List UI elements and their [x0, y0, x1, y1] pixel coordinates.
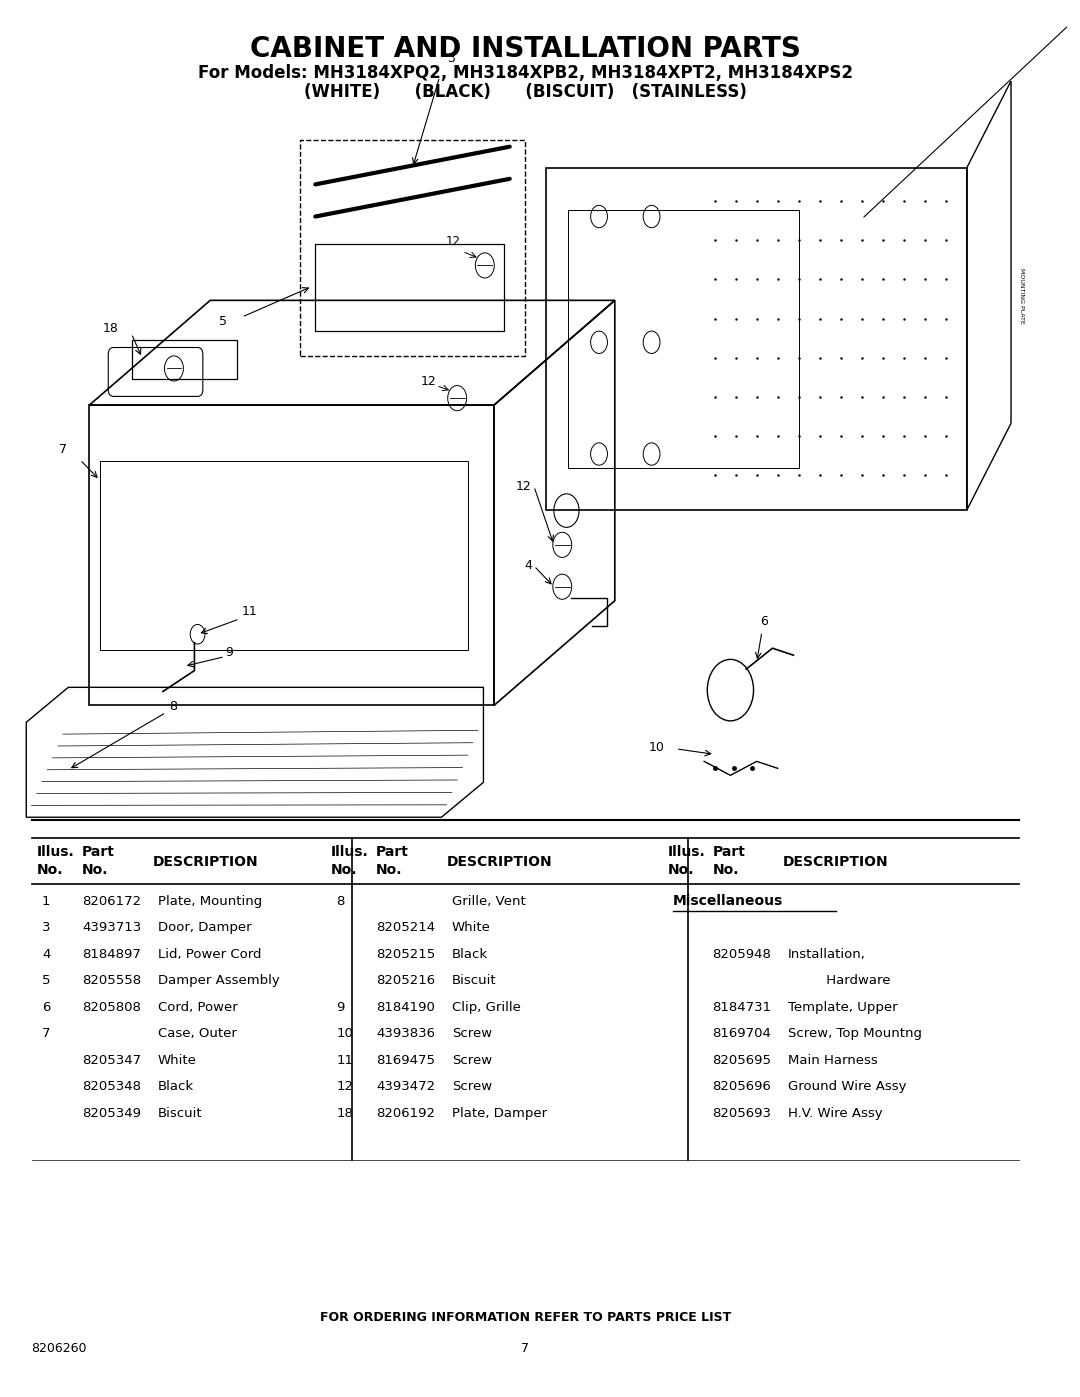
- Text: 8205558: 8205558: [82, 974, 141, 988]
- Text: 4: 4: [42, 947, 51, 961]
- Text: DESCRIPTION: DESCRIPTION: [447, 855, 552, 869]
- Text: 9: 9: [336, 1000, 345, 1014]
- Text: Part: Part: [713, 845, 745, 859]
- Text: 4393472: 4393472: [376, 1080, 435, 1094]
- Text: 6: 6: [42, 1000, 51, 1014]
- Text: CABINET AND INSTALLATION PARTS: CABINET AND INSTALLATION PARTS: [251, 35, 801, 63]
- Text: Illus.: Illus.: [667, 845, 705, 859]
- Text: 4: 4: [524, 559, 531, 573]
- Bar: [132, 339, 237, 379]
- Text: Clip, Grille: Clip, Grille: [451, 1000, 521, 1014]
- Text: White: White: [158, 1053, 197, 1067]
- Text: 8205347: 8205347: [82, 1053, 141, 1067]
- Text: Screw, Top Mountng: Screw, Top Mountng: [788, 1027, 922, 1041]
- Text: Screw: Screw: [451, 1053, 492, 1067]
- Text: 12: 12: [421, 374, 436, 388]
- Text: No.: No.: [667, 863, 693, 877]
- Bar: [315, 244, 504, 331]
- Text: 8205695: 8205695: [713, 1053, 771, 1067]
- Text: Damper Assembly: Damper Assembly: [158, 974, 280, 988]
- Text: Biscuit: Biscuit: [451, 974, 497, 988]
- Text: 4393713: 4393713: [82, 921, 141, 935]
- Text: Screw: Screw: [451, 1027, 492, 1041]
- Text: For Models: MH3184XPQ2, MH3184XPB2, MH3184XPT2, MH3184XPS2: For Models: MH3184XPQ2, MH3184XPB2, MH31…: [198, 64, 853, 81]
- Text: 12: 12: [516, 479, 531, 493]
- Text: 11: 11: [241, 605, 257, 619]
- Text: 5: 5: [42, 974, 51, 988]
- Text: Plate, Mounting: Plate, Mounting: [158, 894, 261, 908]
- Text: 8205348: 8205348: [82, 1080, 141, 1094]
- Text: 8206192: 8206192: [376, 1106, 435, 1120]
- Text: 6: 6: [760, 615, 768, 629]
- Text: 7: 7: [42, 1027, 51, 1041]
- Text: Template, Upper: Template, Upper: [788, 1000, 897, 1014]
- Text: 1: 1: [42, 894, 51, 908]
- Text: DESCRIPTION: DESCRIPTION: [783, 855, 889, 869]
- Text: Part: Part: [376, 845, 409, 859]
- Text: 8: 8: [336, 894, 345, 908]
- Text: 1: 1: [1079, 7, 1080, 21]
- Text: Grille, Vent: Grille, Vent: [451, 894, 526, 908]
- Text: Cord, Power: Cord, Power: [158, 1000, 238, 1014]
- Text: Case, Outer: Case, Outer: [158, 1027, 237, 1041]
- Text: 3: 3: [447, 52, 455, 66]
- Text: 8205808: 8205808: [82, 1000, 140, 1014]
- Text: Main Harness: Main Harness: [788, 1053, 878, 1067]
- Text: MOUNTING PLATE: MOUNTING PLATE: [1020, 268, 1025, 323]
- Text: FOR ORDERING INFORMATION REFER TO PARTS PRICE LIST: FOR ORDERING INFORMATION REFER TO PARTS …: [320, 1310, 731, 1324]
- Text: H.V. Wire Assy: H.V. Wire Assy: [788, 1106, 882, 1120]
- Text: 8205693: 8205693: [713, 1106, 771, 1120]
- Text: 8205214: 8205214: [376, 921, 435, 935]
- Text: Ground Wire Assy: Ground Wire Assy: [788, 1080, 907, 1094]
- Text: 9: 9: [225, 645, 233, 659]
- Text: 3: 3: [42, 921, 51, 935]
- Text: 10: 10: [336, 1027, 353, 1041]
- Text: No.: No.: [376, 863, 403, 877]
- Text: Part: Part: [82, 845, 114, 859]
- Text: DESCRIPTION: DESCRIPTION: [152, 855, 258, 869]
- Text: No.: No.: [82, 863, 108, 877]
- Text: 8184731: 8184731: [713, 1000, 772, 1014]
- Text: 12: 12: [446, 235, 461, 249]
- Text: No.: No.: [37, 863, 64, 877]
- Text: 8169475: 8169475: [376, 1053, 435, 1067]
- Text: 11: 11: [336, 1053, 353, 1067]
- Text: Black: Black: [451, 947, 488, 961]
- Text: 12: 12: [336, 1080, 353, 1094]
- Text: Miscellaneous: Miscellaneous: [673, 894, 783, 908]
- Text: 7: 7: [522, 1341, 529, 1355]
- Text: Screw: Screw: [451, 1080, 492, 1094]
- Text: 8206260: 8206260: [31, 1341, 87, 1355]
- Text: Illus.: Illus.: [37, 845, 75, 859]
- Text: No.: No.: [332, 863, 357, 877]
- Text: (WHITE)      (BLACK)      (BISCUIT)   (STAINLESS): (WHITE) (BLACK) (BISCUIT) (STAINLESS): [305, 84, 747, 101]
- Text: 8205349: 8205349: [82, 1106, 141, 1120]
- Text: 18: 18: [103, 321, 119, 335]
- Text: 8205215: 8205215: [376, 947, 435, 961]
- Text: Black: Black: [158, 1080, 193, 1094]
- Text: 5: 5: [219, 314, 227, 328]
- Text: 8205948: 8205948: [713, 947, 771, 961]
- Text: 8205696: 8205696: [713, 1080, 771, 1094]
- Text: Biscuit: Biscuit: [158, 1106, 202, 1120]
- Text: Hardware: Hardware: [788, 974, 891, 988]
- Text: 18: 18: [336, 1106, 353, 1120]
- Text: 7: 7: [59, 443, 67, 457]
- Text: Illus.: Illus.: [332, 845, 368, 859]
- Text: No.: No.: [713, 863, 739, 877]
- Text: Lid, Power Cord: Lid, Power Cord: [158, 947, 261, 961]
- Text: 8184190: 8184190: [376, 1000, 435, 1014]
- Text: 8184897: 8184897: [82, 947, 140, 961]
- Text: White: White: [451, 921, 490, 935]
- Text: Door, Damper: Door, Damper: [158, 921, 252, 935]
- Text: 8: 8: [170, 700, 177, 714]
- Text: 4393836: 4393836: [376, 1027, 435, 1041]
- Bar: [567, 210, 799, 468]
- Text: 8206172: 8206172: [82, 894, 141, 908]
- Text: 8205216: 8205216: [376, 974, 435, 988]
- Text: 10: 10: [649, 740, 665, 754]
- Text: 8169704: 8169704: [713, 1027, 771, 1041]
- Text: Plate, Damper: Plate, Damper: [451, 1106, 548, 1120]
- Text: Installation,: Installation,: [788, 947, 866, 961]
